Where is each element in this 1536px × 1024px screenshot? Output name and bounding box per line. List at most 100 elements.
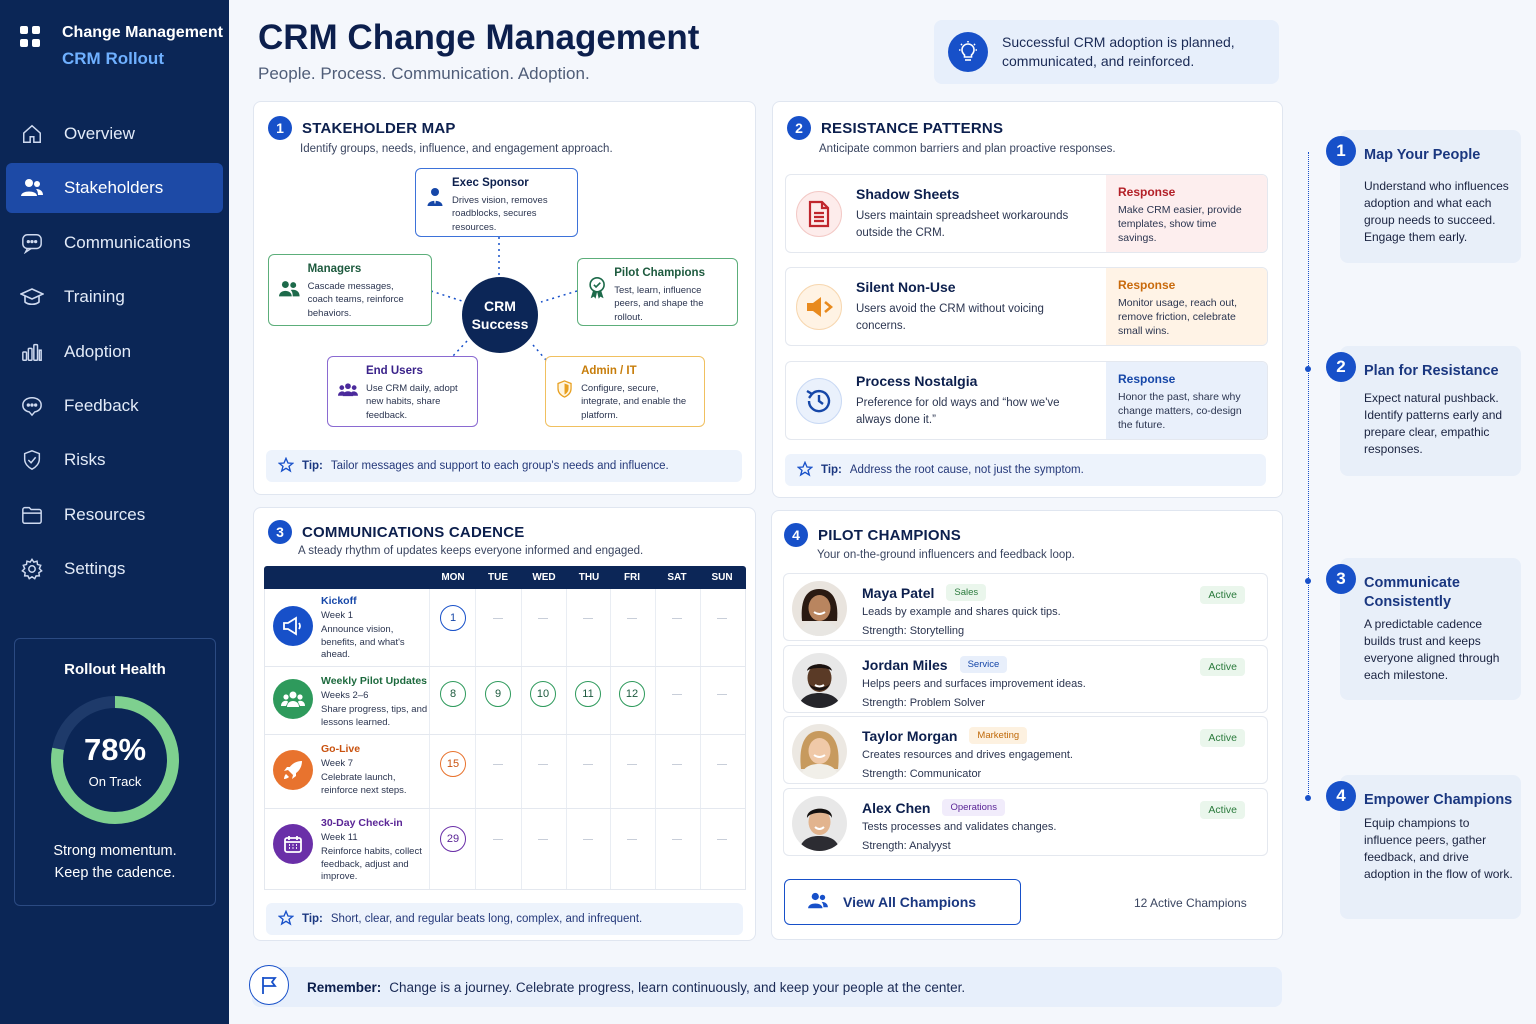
champion-desc: Tests processes and validates changes. xyxy=(862,821,1057,833)
step-title: Empower Champions xyxy=(1364,792,1513,808)
node-desc: Configure, secure, integrate, and enable… xyxy=(581,382,687,421)
section-number: 3 xyxy=(268,520,292,544)
date-marker[interactable]: 11 xyxy=(575,681,601,707)
step-title: Map Your People xyxy=(1364,147,1481,163)
node-title: Pilot Champions xyxy=(614,267,705,279)
rocket-icon xyxy=(273,750,313,790)
date-marker[interactable]: 15 xyxy=(440,751,466,777)
tip-text: Short, clear, and regular beats long, co… xyxy=(330,913,643,925)
sidebar-item-communications[interactable]: Communications xyxy=(6,218,223,268)
date-marker[interactable]: 29 xyxy=(440,826,466,852)
day-header: FRI xyxy=(623,572,641,583)
grid-icon[interactable] xyxy=(20,26,42,48)
status-badge: Active xyxy=(1200,586,1245,604)
resistance-title: Shadow Sheets xyxy=(856,185,960,202)
view-all-champions-button[interactable]: View All Champions xyxy=(784,879,1021,925)
folder-icon xyxy=(20,503,44,527)
event-week: Week 7 xyxy=(321,757,354,769)
cadence-row-kickoff[interactable]: Kickoff Week 1 Announce vision, benefits, … xyxy=(265,589,745,667)
event-title: Go-Live xyxy=(321,743,361,755)
champion-row[interactable]: Taylor Morgan Marketing Creates resources… xyxy=(783,716,1268,784)
sidebar-item-resources[interactable]: Resources xyxy=(6,490,223,540)
avatar xyxy=(792,724,847,779)
champion-row[interactable]: Maya Patel Sales Leads by example and sha… xyxy=(783,573,1268,641)
section-description: Identify groups, needs, influence, and e… xyxy=(300,143,613,155)
day-header: SAT xyxy=(667,572,687,583)
graduation-cap-icon xyxy=(20,285,44,309)
champion-row[interactable]: Alex Chen Operations Tests processes and … xyxy=(783,788,1268,856)
lightbulb-icon xyxy=(948,32,988,72)
stakeholder-admin-it[interactable]: Admin / IT Configure, secure, integrate, … xyxy=(545,356,705,427)
active-champions-count: 12 Active Champions xyxy=(1134,896,1247,910)
gear-icon xyxy=(20,557,44,581)
cadence-row-check-in[interactable]: 30-Day Check-in Week 11 Reinforce habits, … xyxy=(265,809,745,890)
resistance-title: Process Nostalgia xyxy=(856,372,978,389)
date-marker[interactable]: 12 xyxy=(619,681,645,707)
sidebar-item-feedback[interactable]: Feedback xyxy=(6,381,223,431)
section-title: RESISTANCE PATTERNS xyxy=(821,119,1004,137)
champion-name: Jordan Miles xyxy=(862,656,948,673)
response-text: Make CRM easier, provide templates, show… xyxy=(1118,204,1242,244)
date-marker[interactable]: 9 xyxy=(485,681,511,707)
date-marker[interactable]: 1 xyxy=(440,605,466,631)
champion-row[interactable]: Jordan Miles Service Helps peers and surf… xyxy=(783,645,1268,713)
tip-label: Tip: xyxy=(302,460,323,472)
stakeholder-end-users[interactable]: End Users Use CRM daily, adopt new habits… xyxy=(327,356,478,427)
adoption-banner: Successful CRM adoption is planned, comm… xyxy=(934,20,1279,84)
section-title: PILOT CHAMPIONS xyxy=(818,526,962,544)
champion-strength: Problem Solver xyxy=(909,697,985,709)
day-header: MON xyxy=(441,572,465,583)
avatar xyxy=(792,653,847,708)
date-marker[interactable]: 8 xyxy=(440,681,466,707)
sidebar-item-settings[interactable]: Settings xyxy=(6,544,223,594)
response-text: Monitor usage, reach out, remove frictio… xyxy=(1118,297,1238,337)
department-badge: Marketing xyxy=(969,727,1028,744)
step-empower-champions: 4 Empower Champions Equip champions to i… xyxy=(1326,775,1521,919)
resistance-desc: Preference for old ways and “how we've a… xyxy=(856,396,1060,426)
chat-icon xyxy=(20,231,44,255)
sidebar-item-adoption[interactable]: Adoption xyxy=(6,327,223,377)
tip-label: Tip: xyxy=(821,464,842,476)
stakeholder-exec-sponsor[interactable]: Exec Sponsor Drives vision, removes roadb… xyxy=(415,168,578,237)
department-badge: Sales xyxy=(946,584,987,601)
sidebar-item-stakeholders[interactable]: Stakeholders xyxy=(6,163,223,214)
step-desc: A predictable cadence builds trust and k… xyxy=(1364,617,1500,682)
response-text: Honor the past, share why change matters… xyxy=(1118,391,1242,431)
step-communicate: 3 Communicate Consistently A predictable… xyxy=(1326,558,1521,700)
sidebar-item-overview[interactable]: Overview xyxy=(6,109,223,159)
resistance-response: Response Monitor usage, reach out, remove… xyxy=(1106,268,1267,345)
event-week: Week 11 xyxy=(321,831,358,843)
sidebar-item-label: Settings xyxy=(64,559,126,579)
step-desc: Equip champions to influence peers, gath… xyxy=(1364,816,1513,881)
champion-desc: Creates resources and drives engagement. xyxy=(862,749,1073,761)
step-number: 3 xyxy=(1326,564,1356,594)
document-icon xyxy=(796,190,842,237)
sidebar-item-risks[interactable]: Risks xyxy=(6,435,223,485)
resistance-shadow-sheets[interactable]: Shadow Sheets Users maintain spreadsheet … xyxy=(785,174,1268,253)
department-badge: Service xyxy=(959,656,1008,673)
response-label: Response xyxy=(1118,278,1176,292)
stakeholder-managers[interactable]: Managers Cascade messages, coach teams, r… xyxy=(268,254,432,326)
bar-chart-icon xyxy=(20,340,44,364)
sidebar-item-training[interactable]: Training xyxy=(6,272,223,322)
users-icon xyxy=(20,176,44,200)
status-badge: Active xyxy=(1200,801,1245,819)
event-title: Weekly Pilot Updates xyxy=(321,675,428,687)
day-header: TUE xyxy=(488,572,508,583)
response-label: Response xyxy=(1118,185,1176,199)
stakeholder-pilot-champions[interactable]: Pilot Champions Test, learn, influence pe… xyxy=(577,258,738,326)
resistance-process-nostalgia[interactable]: Process Nostalgia Preference for old ways… xyxy=(785,361,1268,440)
step-number: 2 xyxy=(1326,352,1356,382)
strength-label: Strength: xyxy=(862,697,907,709)
date-marker[interactable]: 10 xyxy=(530,681,556,707)
health-percent: 78% xyxy=(83,732,147,767)
section-number: 2 xyxy=(787,116,811,140)
cadence-row-go-live[interactable]: Go-Live Week 7 Celebrate launch, reinforce… xyxy=(265,735,745,809)
champion-desc: Leads by example and shares quick tips. xyxy=(862,606,1061,618)
section-description: Your on-the-ground influencers and feedb… xyxy=(817,549,1075,561)
champion-desc: Helps peers and surfaces improvement ide… xyxy=(862,678,1086,690)
cadence-row-pilot-updates[interactable]: Weekly Pilot Updates Weeks 2–6 Share progr… xyxy=(265,667,745,735)
resistance-silent-non-use[interactable]: Silent Non-Use Users avoid the CRM withou… xyxy=(785,267,1268,346)
champion-strength: Communicator xyxy=(909,768,982,780)
tip-text: Tailor messages and support to each grou… xyxy=(330,460,669,472)
